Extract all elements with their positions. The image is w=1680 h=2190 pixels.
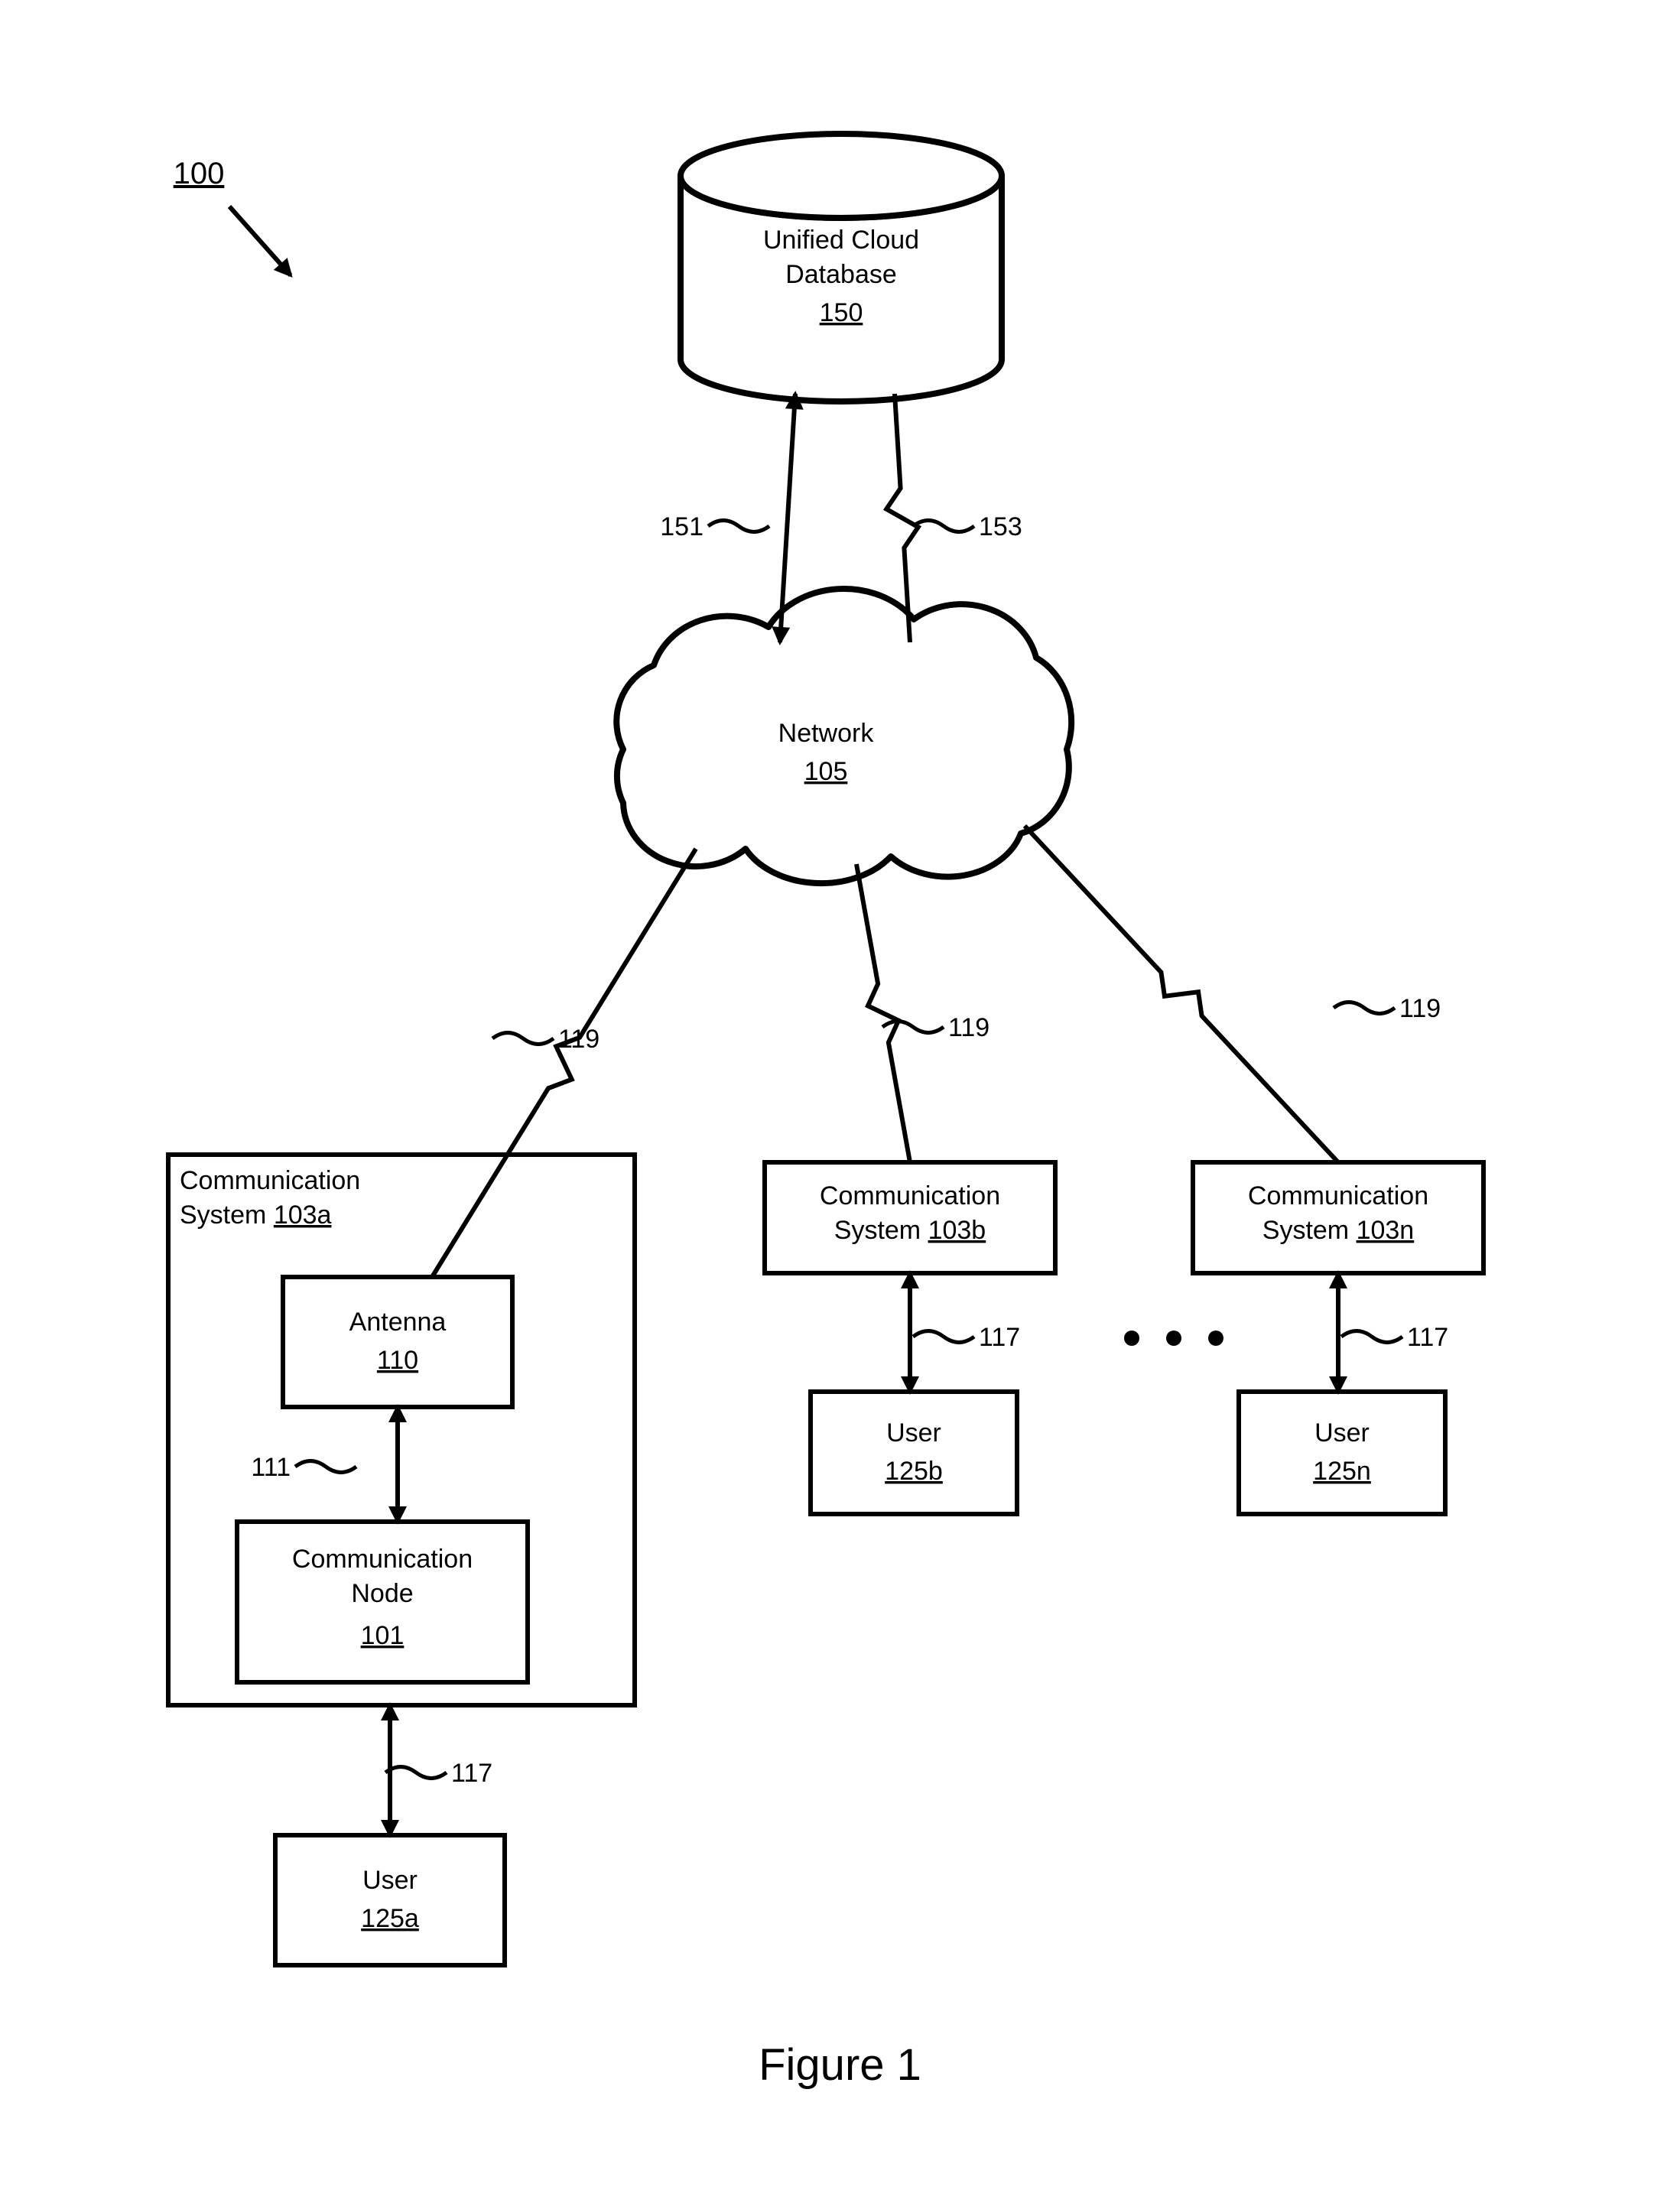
comm-node-label-2: Node xyxy=(351,1579,413,1608)
antenna-ref: 110 xyxy=(377,1346,418,1375)
leader-squiggle xyxy=(385,1767,447,1779)
comm-node-label-1: Communication xyxy=(292,1545,473,1574)
user-a-label: User xyxy=(362,1866,418,1895)
leader-squiggle xyxy=(913,521,974,532)
edge-net-n xyxy=(1025,826,1338,1162)
edge-db-net-left-ref: 151 xyxy=(660,512,704,541)
antenna-box xyxy=(283,1277,512,1407)
leader-squiggle xyxy=(913,1331,974,1343)
ellipsis-dot xyxy=(1208,1331,1223,1346)
user-n-label: User xyxy=(1314,1418,1370,1448)
user-n-box xyxy=(1239,1392,1445,1514)
edge-sysa-usera-ref: 117 xyxy=(451,1759,492,1788)
database-label-2: Database xyxy=(785,260,897,289)
database-ref: 150 xyxy=(820,298,863,327)
database-label-1: Unified Cloud xyxy=(763,226,919,255)
edge-db-net-right-ref: 153 xyxy=(979,512,1022,541)
edge-net-b xyxy=(856,864,910,1162)
leader-squiggle xyxy=(1341,1331,1402,1343)
edge-net-b-ref: 119 xyxy=(948,1013,989,1042)
edge-net-n-ref: 119 xyxy=(1399,994,1441,1023)
leader-squiggle xyxy=(708,521,769,532)
database-top xyxy=(681,134,1002,218)
figure-caption: Figure 1 xyxy=(759,2040,921,2090)
antenna-label: Antenna xyxy=(349,1308,447,1337)
system-ref-arrow xyxy=(229,206,291,275)
comm-system-b-label-2: System 103b xyxy=(834,1216,986,1245)
leader-squiggle xyxy=(1334,1002,1395,1014)
system-ref-label: 100 xyxy=(174,157,225,190)
leader-squiggle xyxy=(492,1033,554,1045)
edge-sysb-userb-ref: 117 xyxy=(979,1323,1020,1352)
edge-net-a-ref: 119 xyxy=(558,1025,600,1054)
user-b-label: User xyxy=(886,1418,941,1448)
comm-system-n-label-2: System 103n xyxy=(1262,1216,1414,1245)
comm-system-a-label-1: Communication xyxy=(180,1166,360,1195)
edge-sysn-usern-ref: 117 xyxy=(1407,1323,1448,1352)
comm-system-b-label-1: Communication xyxy=(820,1181,1000,1210)
network-ref: 105 xyxy=(804,757,848,786)
user-b-ref: 125b xyxy=(885,1457,943,1486)
ellipsis-dot xyxy=(1124,1331,1139,1346)
network-label: Network xyxy=(778,719,875,748)
comm-system-n-label-1: Communication xyxy=(1248,1181,1428,1210)
comm-system-a-label-2: System 103a xyxy=(180,1201,332,1230)
user-b-box xyxy=(811,1392,1017,1514)
ellipsis-dot xyxy=(1166,1331,1181,1346)
edge-antenna-node-ref: 111 xyxy=(251,1453,291,1482)
user-a-ref: 125a xyxy=(361,1904,419,1933)
user-n-ref: 125n xyxy=(1313,1457,1371,1486)
comm-node-ref: 101 xyxy=(361,1621,405,1650)
user-a-box xyxy=(275,1835,505,1965)
